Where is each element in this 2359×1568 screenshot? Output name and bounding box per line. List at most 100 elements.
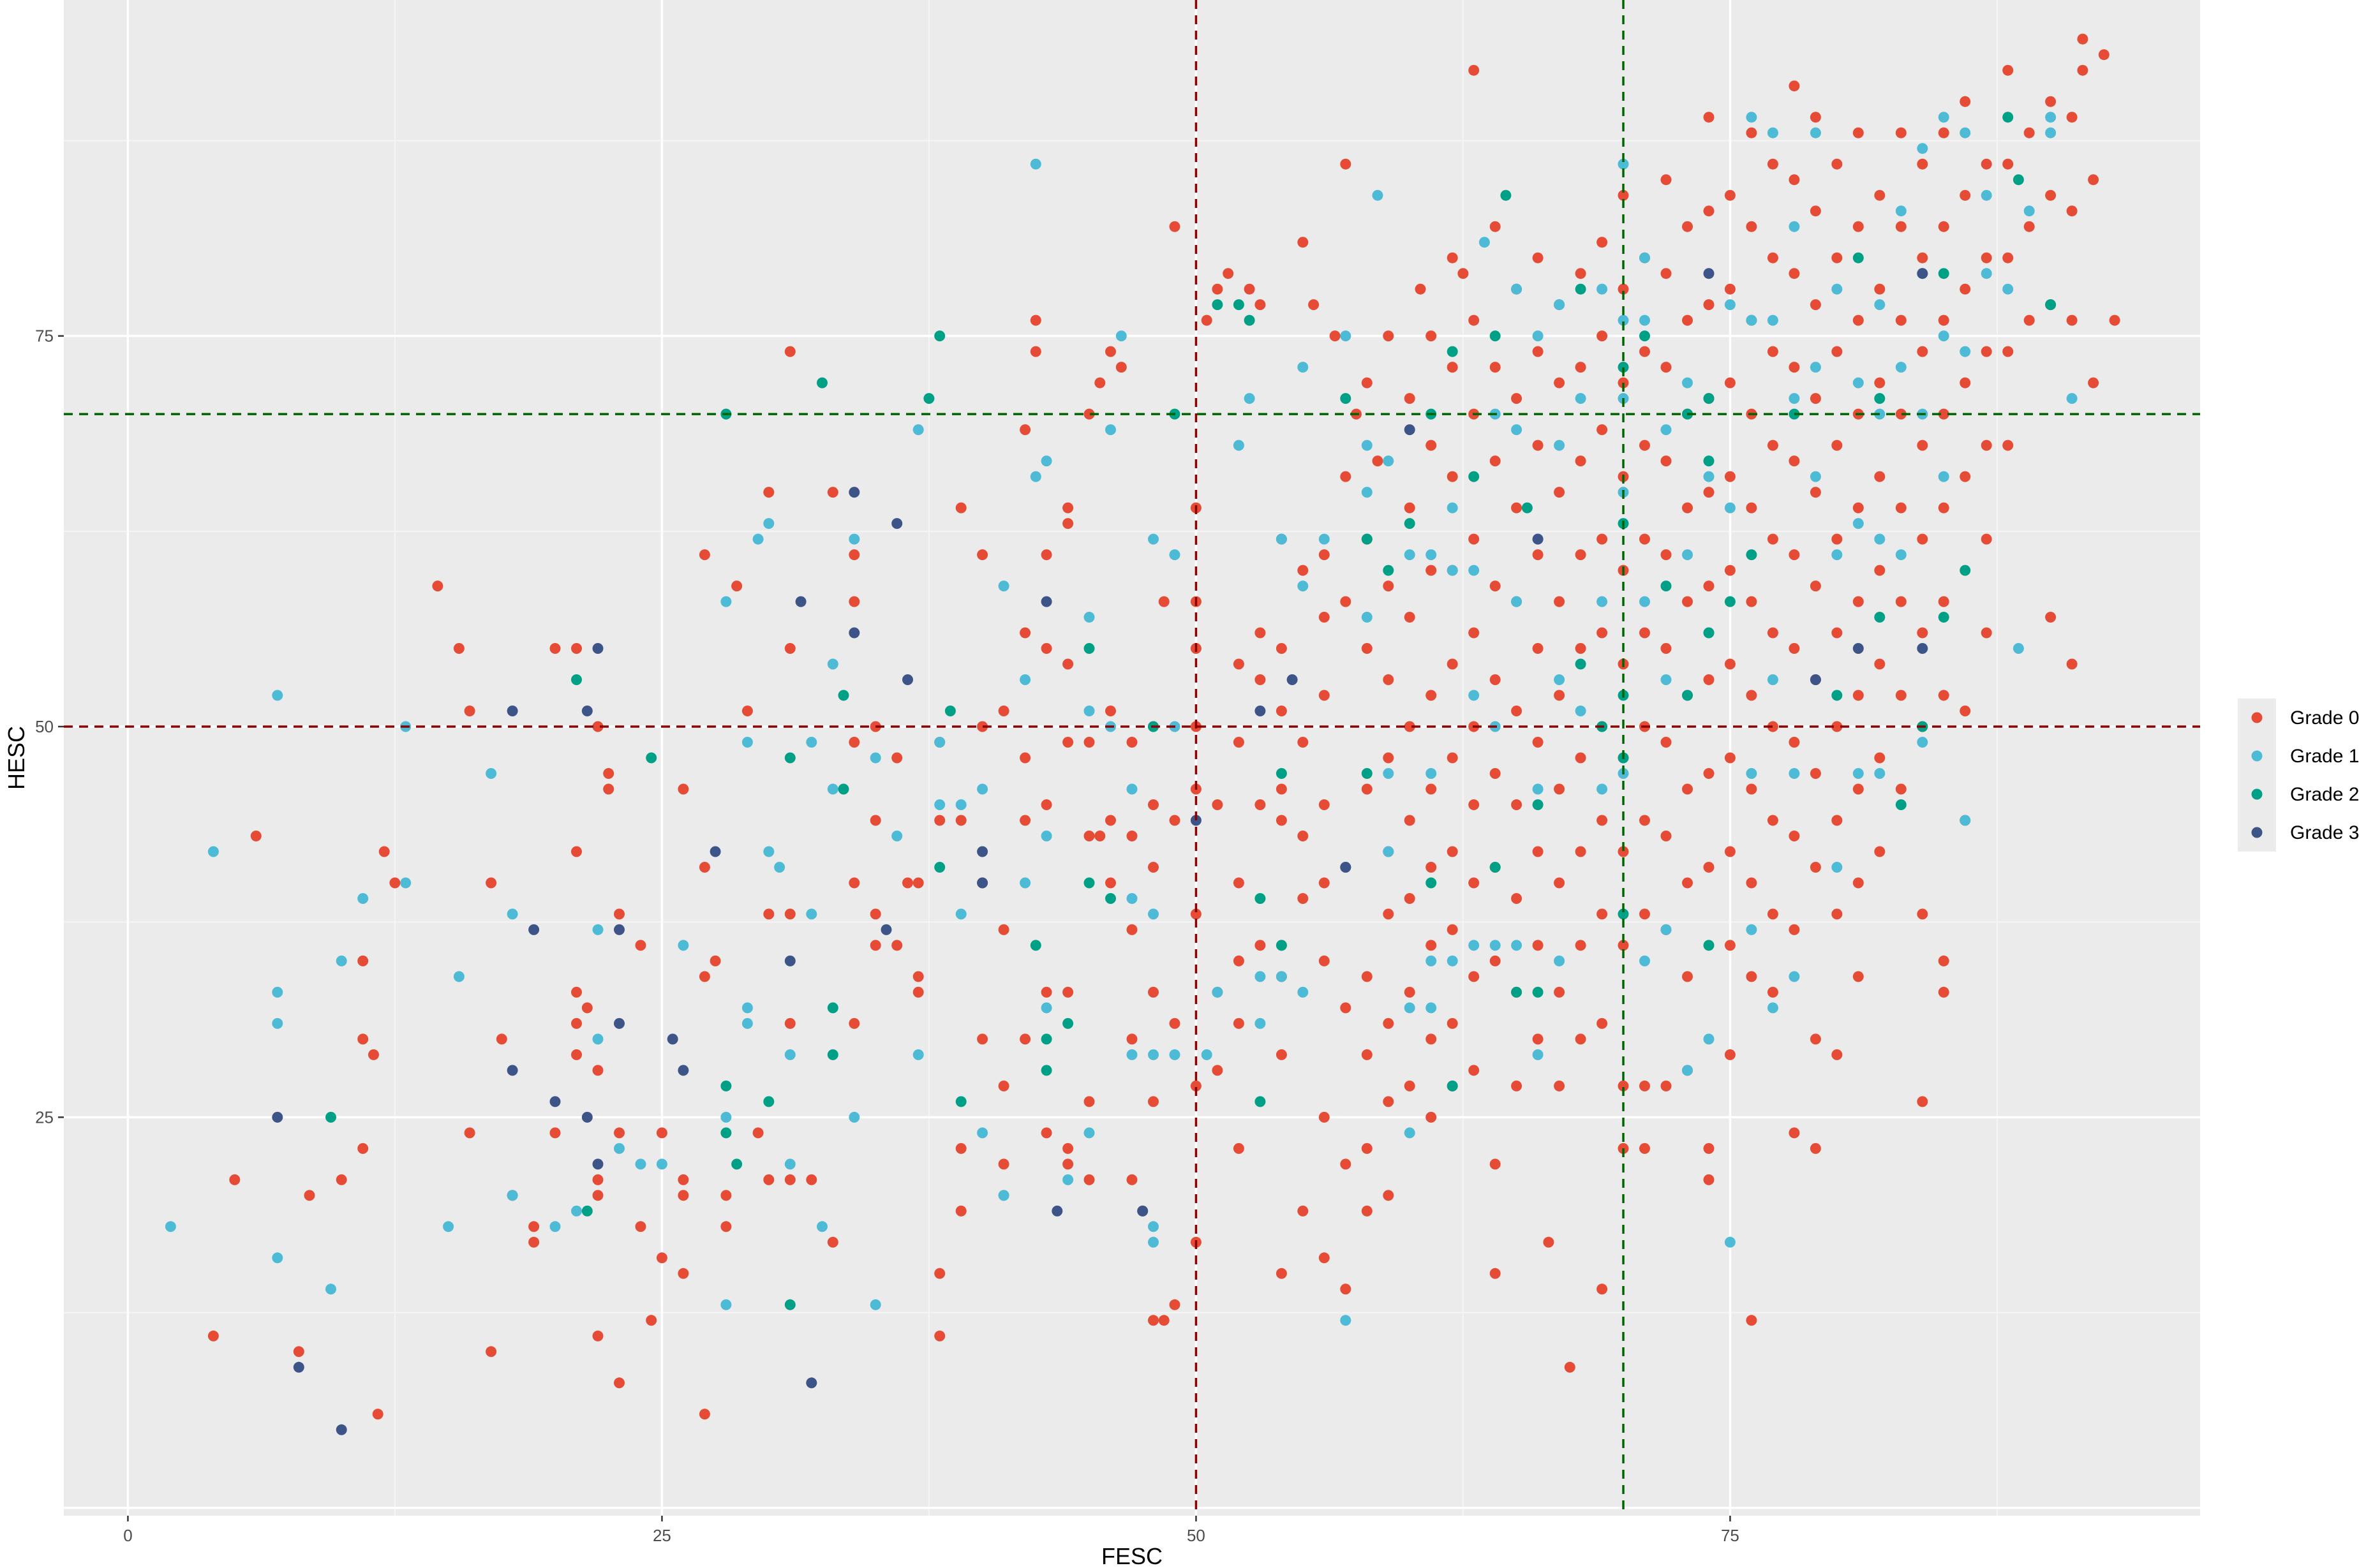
data-point bbox=[1575, 643, 1586, 654]
data-point bbox=[1297, 362, 1309, 373]
data-points bbox=[165, 33, 2120, 1435]
data-point bbox=[1457, 268, 1469, 279]
data-point bbox=[1340, 1002, 1351, 1014]
data-point bbox=[1938, 314, 1949, 326]
data-point bbox=[1938, 268, 1949, 279]
data-point bbox=[1383, 908, 1394, 920]
data-point bbox=[1575, 752, 1586, 764]
series-3 bbox=[272, 268, 1928, 1435]
data-point bbox=[827, 1002, 838, 1014]
y-tick-label: 75 bbox=[35, 327, 54, 346]
data-point bbox=[1383, 1096, 1394, 1107]
data-point bbox=[1852, 768, 1864, 779]
data-point bbox=[1233, 1143, 1244, 1154]
x-tick-labels: 0 25 50 75 bbox=[123, 1526, 1739, 1545]
data-point bbox=[870, 1299, 881, 1310]
data-point bbox=[1938, 127, 1949, 138]
data-point bbox=[934, 1330, 946, 1342]
data-point bbox=[1532, 737, 1544, 748]
data-point bbox=[1062, 986, 1074, 998]
data-point bbox=[1938, 221, 1949, 232]
data-point bbox=[827, 783, 838, 795]
data-point bbox=[1724, 846, 1736, 857]
data-point bbox=[2002, 112, 2014, 123]
data-point bbox=[646, 1315, 657, 1326]
data-point bbox=[272, 690, 283, 701]
data-point bbox=[1703, 455, 1715, 467]
data-point bbox=[1148, 1096, 1159, 1107]
data-point bbox=[1148, 1315, 1159, 1326]
data-point bbox=[827, 1236, 838, 1248]
data-point bbox=[1810, 1033, 1821, 1045]
data-point bbox=[1703, 1174, 1715, 1185]
data-point bbox=[838, 783, 849, 795]
y-axis-title: HESC bbox=[3, 726, 29, 790]
data-point bbox=[1489, 362, 1501, 373]
data-point bbox=[1831, 346, 1843, 357]
data-point bbox=[720, 596, 732, 607]
data-point bbox=[1831, 1049, 1843, 1060]
data-point bbox=[1340, 862, 1351, 873]
data-point bbox=[571, 1049, 582, 1060]
data-point bbox=[1511, 283, 1522, 295]
data-point bbox=[1233, 658, 1244, 670]
data-point bbox=[1447, 658, 1458, 670]
data-point bbox=[784, 1049, 796, 1060]
data-point bbox=[806, 1174, 817, 1185]
data-point bbox=[1810, 581, 1821, 592]
data-point bbox=[870, 752, 881, 764]
data-point bbox=[592, 924, 604, 935]
data-point bbox=[784, 1158, 796, 1170]
data-point bbox=[1639, 955, 1650, 966]
data-point bbox=[1489, 674, 1501, 685]
data-point bbox=[1703, 205, 1715, 217]
data-point bbox=[1415, 283, 1426, 295]
data-point bbox=[934, 862, 946, 873]
data-point bbox=[1478, 237, 1490, 248]
data-point bbox=[678, 1174, 689, 1185]
data-point bbox=[977, 721, 988, 732]
y-tick-label: 25 bbox=[35, 1107, 54, 1127]
data-point bbox=[2045, 189, 2057, 201]
data-point bbox=[1554, 690, 1565, 701]
data-point bbox=[2066, 393, 2078, 404]
data-point bbox=[1276, 1049, 1287, 1060]
data-point bbox=[1660, 581, 1672, 592]
data-point bbox=[806, 908, 817, 920]
data-point bbox=[1596, 1283, 1608, 1295]
data-point bbox=[1618, 940, 1629, 951]
data-point bbox=[1489, 768, 1501, 779]
data-point bbox=[1094, 831, 1106, 841]
legend-label: Grade 0 bbox=[2290, 707, 2359, 729]
data-point bbox=[1917, 908, 1928, 920]
data-point bbox=[486, 1346, 497, 1357]
data-point bbox=[998, 1158, 1009, 1170]
data-point bbox=[1639, 627, 1650, 639]
data-point bbox=[1960, 346, 1971, 357]
data-point bbox=[1212, 283, 1223, 295]
data-point bbox=[2023, 205, 2035, 217]
data-point bbox=[902, 877, 913, 889]
data-point bbox=[635, 1158, 646, 1170]
data-point bbox=[1746, 314, 1757, 326]
data-point bbox=[1938, 612, 1949, 623]
data-point bbox=[1137, 1205, 1149, 1217]
data-point bbox=[1318, 1111, 1330, 1123]
data-point bbox=[849, 1111, 860, 1123]
y-tick-label: 50 bbox=[35, 717, 54, 736]
data-point bbox=[1554, 986, 1565, 998]
data-point bbox=[998, 924, 1009, 935]
data-point bbox=[1575, 706, 1586, 716]
data-point bbox=[1511, 424, 1522, 436]
data-point bbox=[464, 1127, 475, 1139]
data-point bbox=[614, 908, 625, 920]
data-point bbox=[1340, 393, 1351, 404]
legend-key bbox=[2251, 712, 2263, 723]
data-point bbox=[2088, 377, 2099, 388]
data-point bbox=[1938, 596, 1949, 607]
data-point bbox=[1340, 471, 1351, 482]
data-point bbox=[165, 1221, 176, 1232]
data-point bbox=[1789, 831, 1800, 841]
data-point bbox=[784, 955, 796, 966]
data-point bbox=[784, 1174, 796, 1185]
